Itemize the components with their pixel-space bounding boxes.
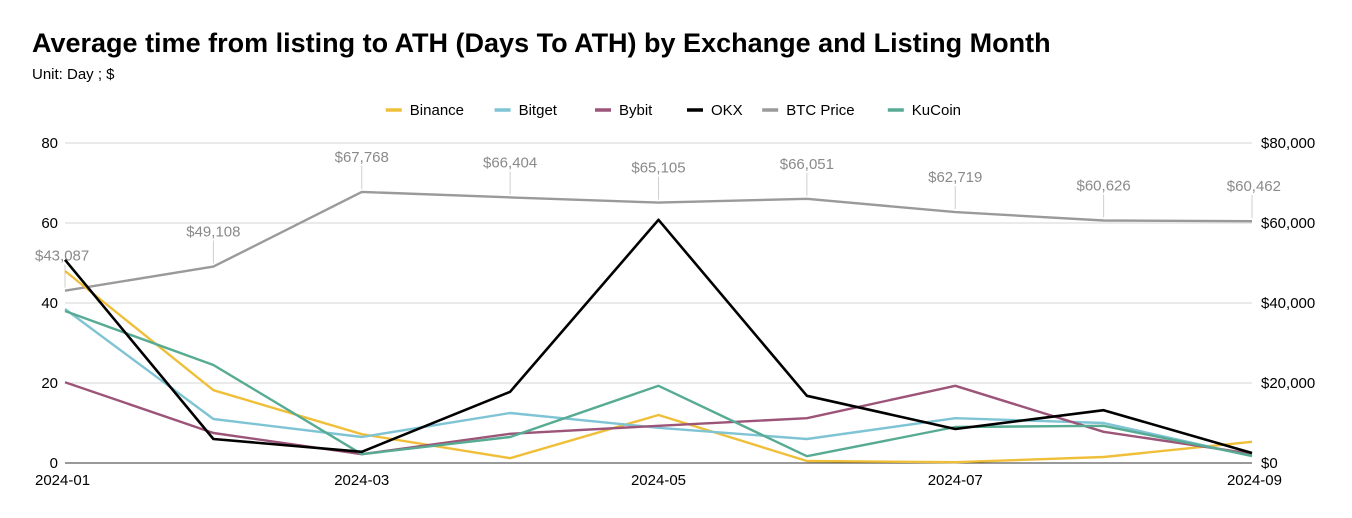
series-line-binance bbox=[64, 270, 1253, 464]
y-tick-label-right: $80,000 bbox=[1261, 135, 1315, 152]
data-label: $62,719 bbox=[928, 169, 982, 186]
series-line-kucoin bbox=[64, 309, 1253, 458]
legend-label-btc-price: BTC Price bbox=[786, 102, 854, 119]
data-label: $60,462 bbox=[1227, 178, 1281, 195]
series-line-bybit bbox=[64, 381, 1253, 456]
series-line-okx bbox=[63, 218, 1253, 455]
series-line-btc-price bbox=[64, 190, 1253, 292]
y-tick-label-left: 80 bbox=[41, 135, 58, 152]
y-tick-label-left: 0 bbox=[50, 455, 58, 472]
data-label: $43,087 bbox=[35, 248, 89, 265]
legend-label-binance: Binance bbox=[410, 102, 464, 119]
y-tick-label-right: $40,000 bbox=[1261, 295, 1315, 312]
x-tick-label: 2024-03 bbox=[334, 472, 389, 489]
data-label: $66,404 bbox=[483, 154, 537, 171]
series-line-bitget bbox=[64, 308, 1253, 458]
y-tick-label-right: $60,000 bbox=[1261, 215, 1315, 232]
y-tick-label-left: 60 bbox=[41, 215, 58, 232]
x-tick-label: 2024-05 bbox=[631, 472, 686, 489]
chart-subtitle: Unit: Day ; $ bbox=[32, 66, 115, 83]
y-tick-label-left: 40 bbox=[41, 295, 58, 312]
x-tick-label: 2024-09 bbox=[1227, 472, 1282, 489]
chart-title: Average time from listing to ATH (Days T… bbox=[32, 28, 1051, 58]
y-tick-label-right: $20,000 bbox=[1261, 375, 1315, 392]
y-tick-label-right: $0 bbox=[1261, 455, 1278, 472]
legend-label-bybit: Bybit bbox=[619, 102, 653, 119]
data-label: $65,105 bbox=[631, 160, 685, 177]
x-tick-label: 2024-07 bbox=[928, 472, 983, 489]
legend-label-bitget: Bitget bbox=[519, 102, 558, 119]
data-label: $60,626 bbox=[1077, 177, 1131, 194]
data-label: $49,108 bbox=[186, 224, 240, 241]
legend-label-okx: OKX bbox=[711, 102, 743, 119]
data-label: $66,051 bbox=[780, 156, 834, 173]
y-tick-label-left: 20 bbox=[41, 375, 58, 392]
legend-label-kucoin: KuCoin bbox=[912, 102, 961, 119]
data-label: $67,768 bbox=[335, 149, 389, 166]
x-tick-label: 2024-01 bbox=[35, 472, 90, 489]
